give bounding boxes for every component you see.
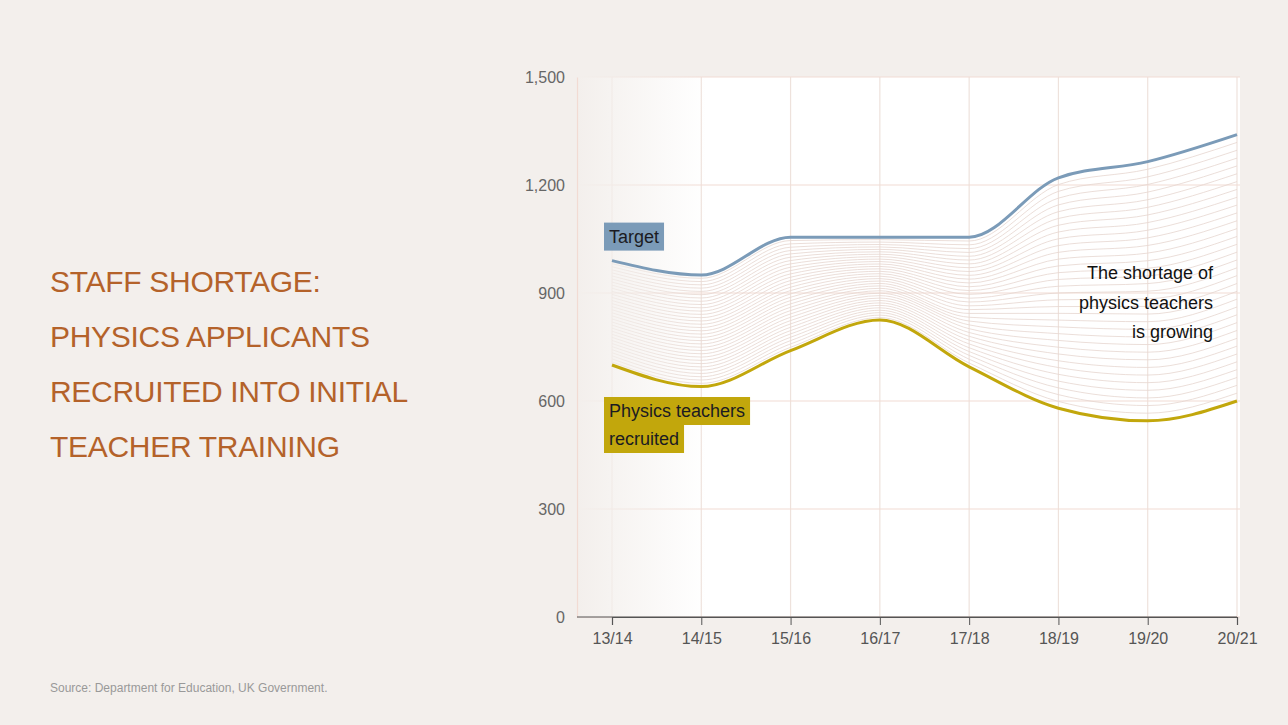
y-tick: 600 <box>538 393 577 410</box>
y-tick: 1,200 <box>525 177 577 194</box>
left-fade <box>577 75 707 617</box>
annotation: The shortage ofphysics teachersis growin… <box>1079 263 1214 342</box>
vertical-grid-line <box>1147 77 1148 617</box>
x-tick-label: 19/20 <box>1128 630 1168 647</box>
title: STAFF SHORTAGE:PHYSICS APPLICANTSRECRUIT… <box>50 265 408 463</box>
y-tick-label: 300 <box>538 501 565 518</box>
vertical-grid-line <box>879 77 880 617</box>
series-label: Physics teachersrecruited <box>604 397 750 453</box>
y-tick: 0 <box>556 609 577 626</box>
x-tick: 17/18 <box>950 617 990 647</box>
vertical-grid-line <box>969 77 970 617</box>
x-tick-mark <box>969 617 970 625</box>
series-label-text: Physics teachersrecruited <box>609 401 745 449</box>
x-axis-baseline <box>577 616 1237 617</box>
series-label: Target <box>604 223 664 251</box>
y-tick-label: 900 <box>538 285 565 302</box>
series-label-boxes <box>604 223 664 251</box>
x-tick-label: 13/14 <box>592 630 632 647</box>
horizontal-grid-line <box>577 616 1240 617</box>
x-tick: 16/17 <box>860 617 900 647</box>
plot-data <box>577 75 1237 617</box>
series-label-boxes <box>604 397 750 453</box>
x-tick-label: 17/18 <box>950 630 990 647</box>
series-label-text: Target <box>609 227 659 247</box>
x-axis-line <box>613 618 1238 626</box>
y-axis: 0 300 600 900 1,200 1,500 <box>525 69 578 626</box>
x-tick-label: 16/17 <box>860 630 900 647</box>
y-tick-label: 1,200 <box>525 177 565 194</box>
series-label-box <box>604 223 664 251</box>
x-tick-mark <box>612 617 613 625</box>
y-tick-label: 0 <box>556 609 565 626</box>
x-tick: 20/21 <box>1217 617 1257 647</box>
x-tick-mark <box>880 617 881 625</box>
y-tick-label: 1,500 <box>525 69 565 86</box>
x-tick-label: 14/15 <box>682 630 722 647</box>
x-tick-mark <box>1148 617 1149 625</box>
x-axis: 13/14 14/15 15/16 16/17 17/18 18/19 19/20 20/21 <box>577 617 1258 647</box>
x-tick: 13/14 <box>592 617 632 647</box>
x-tick-mark <box>701 617 702 625</box>
y-tick: 300 <box>538 501 577 518</box>
y-tick-label: 600 <box>538 393 565 410</box>
x-tick-mark <box>791 617 792 625</box>
x-tick: 19/20 <box>1128 617 1168 647</box>
x-tick-label: 15/16 <box>771 630 811 647</box>
x-tick: 15/16 <box>771 617 811 647</box>
x-tick: 18/19 <box>1039 617 1079 647</box>
y-axis-line <box>577 78 578 618</box>
series-label-box <box>604 397 750 425</box>
series-line <box>612 135 1237 275</box>
y-tick: 1,500 <box>525 69 577 86</box>
series-label-box <box>604 425 684 453</box>
x-tick-mark <box>1058 617 1059 625</box>
x-tick-label: 20/21 <box>1217 630 1257 647</box>
source: Source: Department for Education, UK Gov… <box>50 681 327 695</box>
x-tick-mark <box>1237 617 1238 625</box>
y-tick: 900 <box>538 285 577 302</box>
x-tick: 14/15 <box>682 617 722 647</box>
x-tick-label: 18/19 <box>1039 630 1079 647</box>
chart: 0 300 600 900 1,200 1,500 13/14 14/15 15/16 16/17… <box>0 0 1288 725</box>
